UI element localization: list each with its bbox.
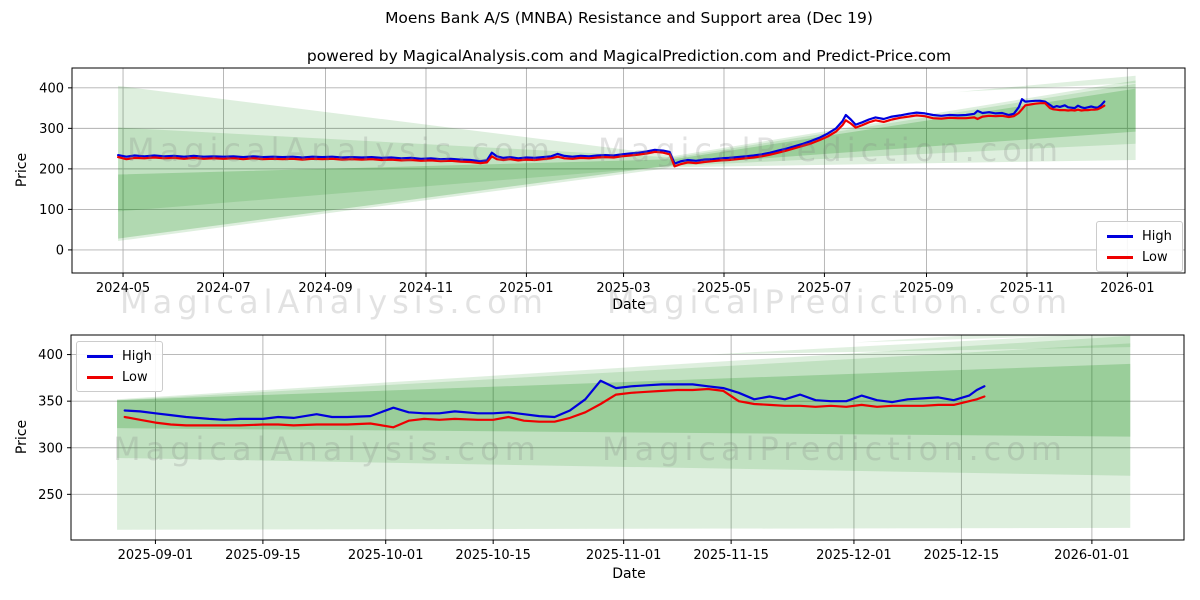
legend-entry-high: High — [1107, 228, 1172, 244]
page-title: Moens Bank A/S (MNBA) Resistance and Sup… — [385, 9, 873, 27]
legend-entry-low: Low — [87, 369, 152, 385]
x-tick-label: 2025-09-01 — [118, 548, 194, 563]
watermark-prediction-mid: MagicalPrediction.com — [607, 283, 1072, 321]
bottom-y-axis-label: Price — [14, 419, 30, 455]
legend-label-high: High — [122, 348, 152, 364]
y-tick-label: 350 — [38, 395, 63, 410]
top-x-axis-label: Date — [612, 297, 646, 313]
x-tick-label: 2025-09 — [899, 281, 953, 296]
plot-border — [70, 334, 1185, 541]
support-resistance-band — [118, 88, 1136, 239]
watermark-prediction-bottom: MagicalPrediction.com — [602, 430, 1067, 468]
support-resistance-band — [117, 335, 1131, 530]
y-tick-label: 250 — [38, 488, 63, 503]
x-tick-label: 2025-10-15 — [455, 548, 531, 563]
page-subtitle: powered by MagicalAnalysis.com and Magic… — [306, 47, 952, 65]
low-price-line — [116, 102, 1106, 168]
watermark-analysis-bottom: MagicalAnalysis.com — [113, 430, 541, 468]
legend-entry-high: High — [87, 348, 152, 364]
chart-0: 2024-05 2024-07 2024-09 2024-11 2025-01 2025-… — [39, 67, 1186, 296]
high-line-swatch — [87, 354, 113, 358]
legend-entry-low: Low — [1107, 249, 1172, 265]
watermark-analysis-mid: MagicalAnalysis.com — [120, 283, 548, 321]
x-tick-label: 2024-07 — [196, 281, 250, 296]
low-price-line — [123, 387, 986, 429]
watermark-analysis-top: MagicalAnalysis.com — [127, 131, 555, 169]
x-tick-label: 2025-11-15 — [693, 548, 769, 563]
y-tick-label: 300 — [38, 441, 63, 456]
legend-label-high: High — [1142, 228, 1172, 244]
support-resistance-band — [118, 80, 1136, 241]
y-tick-label: 400 — [39, 81, 64, 96]
x-tick-label: 2025-09-15 — [225, 548, 301, 563]
x-tick-label: 2024-05 — [96, 281, 150, 296]
x-tick-label: 2026-01-01 — [1054, 548, 1130, 563]
plot-border — [71, 67, 1186, 274]
support-resistance-band — [957, 75, 1136, 92]
bottom-legend: High Low — [76, 341, 163, 392]
x-tick-label: 2025-12-15 — [924, 548, 1000, 563]
x-tick-label: 2025-05 — [697, 281, 751, 296]
support-resistance-band — [118, 83, 1136, 212]
support-resistance-band — [853, 335, 1100, 343]
x-tick-label: 2025-03 — [596, 281, 650, 296]
top-y-axis-label: Price — [14, 152, 30, 188]
y-tick-label: 200 — [39, 162, 64, 177]
low-line-swatch — [1107, 255, 1133, 259]
x-tick-label: 2025-10-01 — [348, 548, 424, 563]
bottom-x-axis-label: Date — [612, 566, 646, 582]
support-resistance-band — [117, 343, 1131, 476]
support-resistance-band — [117, 363, 1131, 437]
y-tick-label: 0 — [56, 243, 64, 258]
x-tick-label: 2026-01 — [1100, 281, 1154, 296]
x-tick-label: 2025-12-01 — [816, 548, 892, 563]
chart-1: 2025-09-01 2025-09-15 2025-10-01 2025-10-15… — [38, 334, 1185, 563]
legend-label-low: Low — [122, 369, 148, 385]
watermark-prediction-top: MagicalPrediction.com — [598, 131, 1063, 169]
x-tick-label: 2024-09 — [298, 281, 352, 296]
support-resistance-band — [708, 335, 1131, 355]
x-tick-label: 2025-11-01 — [586, 548, 662, 563]
top-legend: High Low — [1096, 221, 1183, 272]
low-line-swatch — [87, 375, 113, 379]
y-tick-label: 400 — [38, 348, 63, 363]
y-tick-label: 300 — [39, 122, 64, 137]
y-tick-label: 100 — [39, 203, 64, 218]
x-tick-label: 2025-11 — [1000, 281, 1054, 296]
high-line-swatch — [1107, 234, 1133, 238]
x-tick-label: 2024-11 — [399, 281, 453, 296]
high-price-line — [123, 379, 986, 421]
legend-label-low: Low — [1142, 249, 1168, 265]
high-price-line — [116, 98, 1106, 165]
x-tick-label: 2025-01 — [499, 281, 553, 296]
x-tick-label: 2025-07 — [797, 281, 851, 296]
